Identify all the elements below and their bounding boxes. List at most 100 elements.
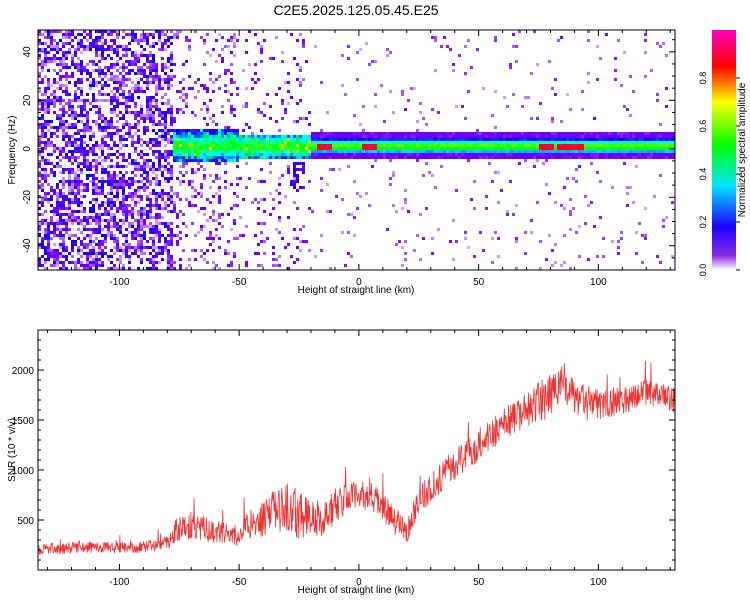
spectrogram-cell [590,150,593,153]
spectrogram-cell [77,66,80,69]
spectrogram-cell [158,246,161,249]
spectrogram-cell [605,132,608,135]
spectrogram-cell [656,153,659,156]
spectrogram-cell [437,135,440,138]
spectrogram-cell [530,117,533,120]
spectrogram-cell [191,171,194,174]
spectrogram-cell [359,195,362,198]
spectrogram-cell [311,135,314,138]
spectrogram-cell [110,189,113,192]
spectrogram-cell [47,201,50,204]
spectrogram-cell [356,147,359,150]
spectrogram-cell [89,168,92,171]
spectrogram-cell [53,192,56,195]
spectrogram-x-axis-label: Height of straight line (km) [298,285,415,296]
spectrogram-cell [557,138,560,141]
spectrogram-cell [164,66,167,69]
spectrogram-cell [62,204,65,207]
spectrogram-cell [95,111,98,114]
spectrogram-cell [158,141,161,144]
spectrogram-cell [107,174,110,177]
spectrogram-cell [143,36,146,39]
spectrogram-cell [176,30,179,33]
spectrogram-cell [179,141,182,144]
spectrogram-cell [89,201,92,204]
spectrogram-cell [224,69,227,72]
spectrogram-cell [317,141,320,144]
spectrogram-cell [167,267,170,270]
spectrogram-cell [59,189,62,192]
spectrogram-cell [539,135,542,138]
spectrogram-cell [548,192,551,195]
spectrogram-cell [209,78,212,81]
spectrogram-cell [341,144,344,147]
spectrogram-cell [122,177,125,180]
spectrogram-cell [617,153,620,156]
spectrogram-cell [47,237,50,240]
spectrogram-cell [665,147,668,150]
spectrogram-cell [104,210,107,213]
spectrogram-cell [560,132,563,135]
spectrogram-cell [152,255,155,258]
spectrogram-cell [326,150,329,153]
spectrogram-cell [131,162,134,165]
spectrogram-cell [371,153,374,156]
spectrogram-cell [122,81,125,84]
spectrogram-cell [149,168,152,171]
spectrogram-cell [608,147,611,150]
spectrogram-cell [83,132,86,135]
spectrogram-cell [62,147,65,150]
spectrogram-cell [290,135,293,138]
spectrogram-cell [83,102,86,105]
spectrogram-cell [182,99,185,102]
spectrogram-cell [626,153,629,156]
spectrogram-cell [41,102,44,105]
spectrogram-cell [443,132,446,135]
spectrogram-cell [71,180,74,183]
spectrogram-cell [464,147,467,150]
spectrogram-cell [203,117,206,120]
spectrogram-cell [98,129,101,132]
spectrogram-cell [224,156,227,159]
spectrogram-cell [101,45,104,48]
spectrogram-cell [149,159,152,162]
spectrogram-cell [413,150,416,153]
spectrogram-cell [119,84,122,87]
spectrogram-cell [62,156,65,159]
spectrogram-x-tick-label: -100 [109,277,129,288]
spectrogram-cell [38,63,41,66]
spectrogram-cell [182,174,185,177]
spectrogram-cell [404,189,407,192]
spectrogram-cell [272,138,275,141]
spectrogram-cell [515,156,518,159]
spectrogram-cell [89,81,92,84]
spectrogram-cell [158,183,161,186]
spectrogram-cell [128,78,131,81]
spectrogram-cell [539,153,542,156]
spectrogram-cell [104,144,107,147]
spectrogram-cell [149,261,152,264]
spectrogram-cell [302,165,305,168]
spectrogram-cell [68,144,71,147]
spectrogram-cell [41,156,44,159]
spectrogram-cell [107,93,110,96]
spectrogram-cell [56,183,59,186]
spectrogram-cell [305,144,308,147]
spectrogram-cell [509,138,512,141]
spectrogram-cell [149,210,152,213]
spectrogram-cell [125,198,128,201]
spectrogram-cell [596,153,599,156]
spectrogram-cell [101,213,104,216]
spectrogram-cell [176,150,179,153]
spectrogram-cell [581,135,584,138]
spectrogram-cell [461,147,464,150]
spectrogram-cell [71,183,74,186]
spectrogram-cell [377,147,380,150]
spectrogram-cell [497,141,500,144]
spectrogram-cell [521,144,524,147]
spectrogram-cell [551,132,554,135]
spectrogram-cell [431,150,434,153]
spectrogram-cell [116,267,119,270]
spectrogram-cell [44,234,47,237]
spectrogram-cell [215,78,218,81]
